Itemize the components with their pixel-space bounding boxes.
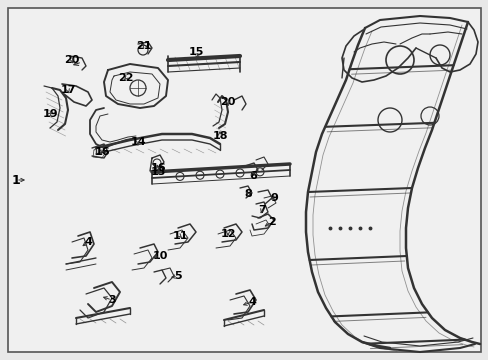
Text: 21: 21 — [136, 41, 151, 51]
Text: 10: 10 — [152, 251, 167, 261]
Text: 6: 6 — [248, 171, 256, 181]
Text: 3: 3 — [108, 295, 116, 305]
Text: 22: 22 — [118, 73, 134, 83]
Text: 17: 17 — [60, 85, 76, 95]
Text: 16: 16 — [150, 163, 165, 173]
FancyBboxPatch shape — [8, 8, 480, 352]
Text: 16: 16 — [94, 147, 110, 157]
Text: 19: 19 — [42, 109, 58, 119]
Text: 7: 7 — [258, 205, 265, 215]
Text: 8: 8 — [244, 189, 251, 199]
Text: 14: 14 — [130, 137, 145, 147]
Text: 12: 12 — [220, 229, 235, 239]
Text: 9: 9 — [269, 193, 277, 203]
Text: 15: 15 — [188, 47, 203, 57]
Text: 20: 20 — [64, 55, 80, 65]
Text: 5: 5 — [174, 271, 182, 281]
Text: 4: 4 — [84, 237, 92, 247]
Text: 1: 1 — [12, 174, 20, 186]
Text: 11: 11 — [172, 231, 187, 241]
Text: 20: 20 — [220, 97, 235, 107]
Text: 13: 13 — [150, 167, 165, 177]
Text: 18: 18 — [212, 131, 227, 141]
Text: 2: 2 — [267, 217, 275, 227]
Text: 4: 4 — [247, 297, 255, 307]
